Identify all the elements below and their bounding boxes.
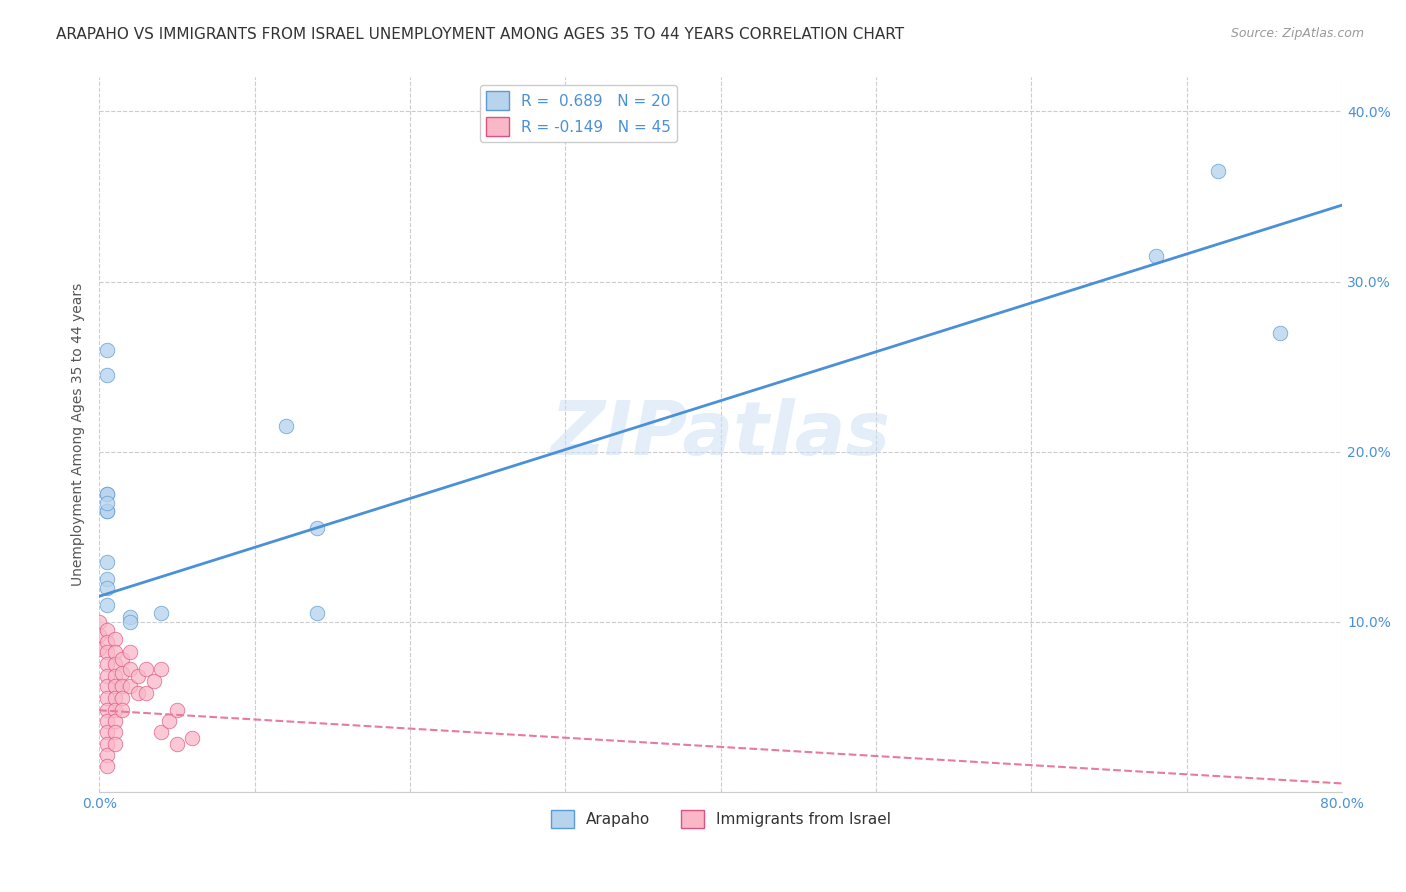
- Point: [96, 343, 118, 357]
- Y-axis label: Unemployment Among Ages 35 to 44 years: Unemployment Among Ages 35 to 44 years: [72, 283, 86, 586]
- Point: [104, 725, 127, 739]
- Point: [111, 652, 134, 666]
- Point: [104, 680, 127, 694]
- Point: [274, 419, 297, 434]
- Point: [96, 496, 118, 510]
- Text: ARAPAHO VS IMMIGRANTS FROM ISRAEL UNEMPLOYMENT AMONG AGES 35 TO 44 YEARS CORRELA: ARAPAHO VS IMMIGRANTS FROM ISRAEL UNEMPL…: [56, 27, 904, 42]
- Point: [104, 669, 127, 683]
- Point: [120, 663, 142, 677]
- Point: [104, 714, 127, 728]
- Point: [120, 609, 142, 624]
- Point: [305, 607, 328, 621]
- Point: [142, 674, 165, 689]
- Point: [127, 669, 149, 683]
- Point: [104, 645, 127, 659]
- Point: [96, 737, 118, 751]
- Point: [96, 669, 118, 683]
- Point: [96, 714, 118, 728]
- Point: [96, 680, 118, 694]
- Point: [96, 572, 118, 586]
- Point: [1144, 249, 1167, 263]
- Point: [157, 714, 180, 728]
- Point: [120, 680, 142, 694]
- Point: [305, 521, 328, 535]
- Point: [89, 615, 111, 629]
- Point: [150, 725, 173, 739]
- Point: [96, 759, 118, 773]
- Point: [181, 731, 204, 745]
- Point: [96, 703, 118, 717]
- Point: [96, 581, 118, 595]
- Point: [96, 504, 118, 518]
- Point: [135, 663, 157, 677]
- Point: [96, 504, 118, 518]
- Point: [104, 703, 127, 717]
- Point: [96, 747, 118, 762]
- Point: [96, 725, 118, 739]
- Point: [96, 368, 118, 383]
- Point: [104, 657, 127, 672]
- Point: [127, 686, 149, 700]
- Point: [96, 555, 118, 569]
- Text: Source: ZipAtlas.com: Source: ZipAtlas.com: [1230, 27, 1364, 40]
- Point: [135, 686, 157, 700]
- Point: [111, 691, 134, 706]
- Point: [1268, 326, 1291, 340]
- Point: [166, 703, 188, 717]
- Point: [96, 487, 118, 501]
- Point: [89, 628, 111, 642]
- Point: [120, 615, 142, 629]
- Point: [111, 703, 134, 717]
- Point: [96, 635, 118, 649]
- Point: [120, 645, 142, 659]
- Text: ZIPatlas: ZIPatlas: [551, 398, 890, 471]
- Point: [1206, 164, 1229, 178]
- Point: [104, 691, 127, 706]
- Point: [96, 487, 118, 501]
- Point: [96, 657, 118, 672]
- Legend: Arapaho, Immigrants from Israel: Arapaho, Immigrants from Israel: [544, 804, 897, 834]
- Point: [96, 691, 118, 706]
- Point: [96, 645, 118, 659]
- Point: [150, 663, 173, 677]
- Point: [150, 607, 173, 621]
- Point: [89, 642, 111, 657]
- Point: [104, 737, 127, 751]
- Point: [111, 680, 134, 694]
- Point: [96, 598, 118, 612]
- Point: [166, 737, 188, 751]
- Point: [104, 632, 127, 646]
- Point: [96, 624, 118, 638]
- Point: [111, 665, 134, 680]
